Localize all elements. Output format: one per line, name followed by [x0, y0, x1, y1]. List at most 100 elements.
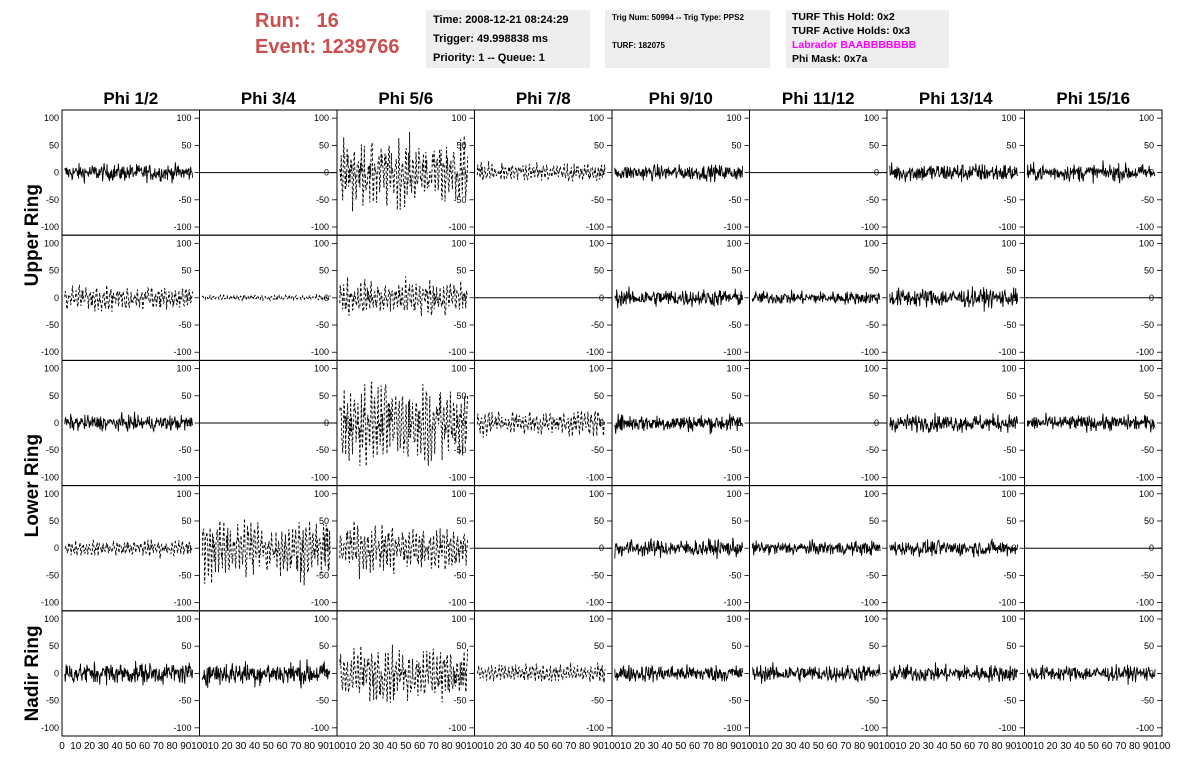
x-tick-label: 90	[868, 741, 880, 752]
x-tick-label: 40	[386, 741, 398, 752]
y-tick-label: 50	[594, 641, 604, 651]
y-tick-label: 100	[451, 614, 466, 624]
waveform-line	[339, 131, 469, 212]
y-tick-label: -50	[1003, 445, 1016, 455]
y-tick-label: 100	[726, 364, 741, 374]
column-header: Phi 11/12	[782, 89, 855, 108]
y-tick-label: 0	[1149, 668, 1154, 678]
y-tick-label: -50	[1003, 696, 1016, 706]
x-tick-label: 90	[1143, 741, 1155, 752]
x-tick-label: 70	[978, 741, 990, 752]
y-tick-label: 50	[731, 391, 741, 401]
y-tick-label: 100	[451, 364, 466, 374]
y-tick-label: 50	[594, 140, 604, 150]
x-tick-label: 40	[524, 741, 536, 752]
y-tick-label: -100	[311, 598, 329, 608]
y-tick-label: -50	[866, 320, 879, 330]
run-number: 16	[316, 10, 339, 32]
y-tick-label: 0	[461, 543, 466, 553]
y-tick-label: 0	[599, 168, 604, 178]
y-axis-label: -50	[46, 320, 59, 330]
waveform-line	[201, 659, 331, 689]
turf-text: TURF: 182075	[612, 41, 665, 50]
y-tick-label: -100	[173, 472, 191, 482]
x-tick-label: 30	[1060, 741, 1072, 752]
y-axis-label: 100	[44, 614, 59, 624]
x-tick-label: 100	[1154, 741, 1171, 752]
y-tick-label: 50	[594, 391, 604, 401]
y-tick-label: 50	[456, 266, 466, 276]
y-tick-label: 0	[461, 168, 466, 178]
y-tick-label: -100	[998, 598, 1016, 608]
y-tick-label: 50	[456, 641, 466, 651]
x-tick-label: 90	[593, 741, 605, 752]
y-tick-label: 100	[1001, 489, 1016, 499]
y-axis-label: 50	[49, 391, 59, 401]
y-tick-label: 100	[176, 238, 191, 248]
run-label: Run:	[255, 10, 301, 32]
y-tick-label: 0	[324, 543, 329, 553]
event-label: Event:	[255, 36, 317, 58]
y-tick-label: 50	[456, 516, 466, 526]
column-header: Phi 1/2	[103, 89, 158, 108]
y-tick-label: 50	[594, 516, 604, 526]
x-tick-label: 20	[496, 741, 508, 752]
event-number: 1239766	[321, 36, 400, 58]
x-tick-label: 20	[909, 741, 921, 752]
y-tick-label: 0	[1011, 668, 1016, 678]
y-tick-label: 100	[864, 614, 879, 624]
y-tick-label: 50	[181, 140, 191, 150]
x-tick-label: 10	[620, 741, 632, 752]
y-tick-label: -100	[173, 347, 191, 357]
y-tick-label: -50	[1003, 570, 1016, 580]
column-header: Phi 15/16	[1056, 89, 1130, 108]
x-tick-label: 50	[1088, 741, 1100, 752]
y-tick-label: 50	[731, 266, 741, 276]
y-tick-label: -100	[448, 222, 466, 232]
y-tick-label: 50	[319, 391, 329, 401]
y-tick-label: -50	[1141, 696, 1154, 706]
y-tick-label: -100	[861, 472, 879, 482]
y-tick-label: -100	[861, 347, 879, 357]
turf-this-hold-text: TURF This Hold: 0x2	[792, 11, 895, 23]
x-tick-label: 60	[1101, 741, 1113, 752]
waveform-line	[1026, 160, 1156, 184]
x-tick-label: 50	[400, 741, 412, 752]
y-tick-label: -50	[178, 696, 191, 706]
y-axis-label: -100	[41, 472, 59, 482]
x-tick-label: 60	[964, 741, 976, 752]
y-tick-label: -100	[311, 472, 329, 482]
x-tick-label: 70	[1115, 741, 1127, 752]
y-tick-label: -100	[861, 598, 879, 608]
waveform-line	[64, 162, 194, 184]
x-tick-label: 50	[125, 741, 137, 752]
waveform-line	[889, 538, 1019, 558]
waveform-line	[339, 644, 469, 704]
y-tick-label: -50	[1003, 320, 1016, 330]
y-tick-label: 0	[461, 668, 466, 678]
x-tick-label: 10	[70, 741, 82, 752]
y-tick-label: 50	[319, 641, 329, 651]
y-tick-label: -50	[316, 195, 329, 205]
x-tick-label: 30	[648, 741, 660, 752]
waveform-line	[476, 161, 606, 182]
y-tick-label: -100	[311, 347, 329, 357]
y-tick-label: -100	[998, 347, 1016, 357]
waveform-line	[339, 520, 469, 580]
y-tick-label: 100	[589, 238, 604, 248]
y-axis-label: -50	[46, 195, 59, 205]
panel-frame	[336, 109, 475, 236]
y-tick-label: 50	[181, 391, 191, 401]
y-tick-label: -100	[448, 723, 466, 733]
x-tick-label: 70	[290, 741, 302, 752]
x-tick-label: 20	[771, 741, 783, 752]
y-tick-label: -100	[998, 472, 1016, 482]
labrador-text: Labrador BAABBBBBBB	[792, 39, 917, 51]
x-tick-label: 100	[466, 741, 483, 752]
y-tick-label: 50	[869, 266, 879, 276]
y-tick-label: 100	[451, 113, 466, 123]
x-tick-label: 40	[936, 741, 948, 752]
y-tick-label: -100	[311, 723, 329, 733]
y-axis-label: 100	[44, 489, 59, 499]
y-tick-label: 100	[864, 113, 879, 123]
